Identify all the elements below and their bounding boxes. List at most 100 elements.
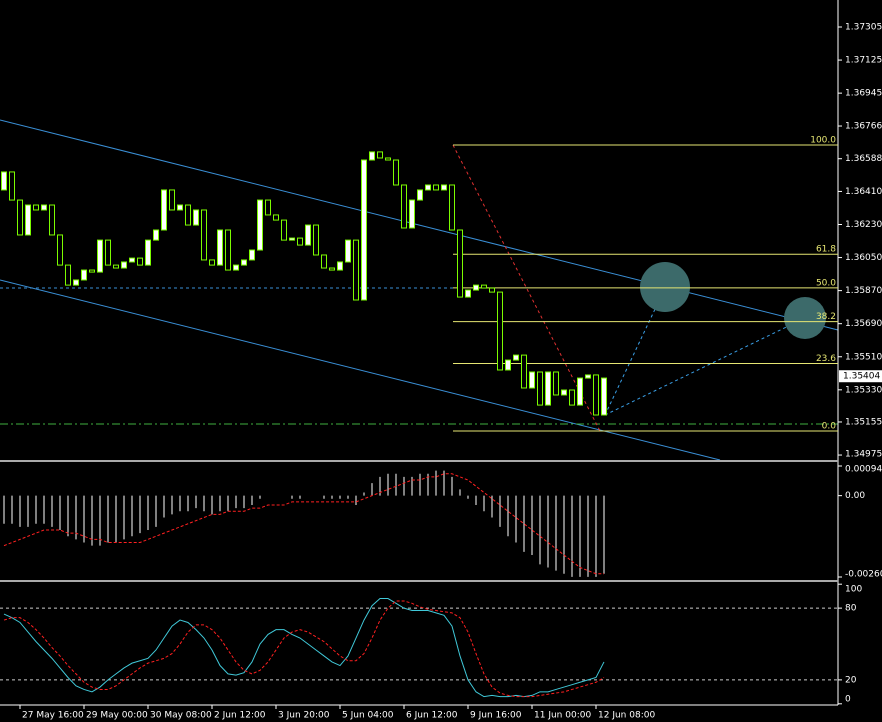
candle (529, 371, 535, 389)
candle (417, 189, 423, 201)
candle (265, 199, 271, 216)
y-tick-label: 1.35155 (845, 417, 882, 427)
candle (225, 229, 231, 271)
y-tick-label: 1.37305 (845, 23, 882, 33)
y-tick-label: 1.37125 (845, 56, 882, 66)
candle (433, 184, 439, 191)
candle (1, 171, 7, 191)
candle (129, 257, 135, 263)
candle (121, 261, 127, 269)
y-tick-label: 1.36588 (845, 154, 882, 164)
y-tick-label: 1.36945 (845, 89, 882, 99)
candle (305, 224, 311, 246)
candle (489, 287, 495, 293)
candle (369, 151, 375, 161)
candle (177, 204, 183, 211)
y-tick-label: -0.002604 (845, 570, 882, 580)
candle (113, 264, 119, 269)
price-box (839, 370, 882, 383)
x-tick-label: 2 Jun 12:00 (214, 711, 266, 721)
candle (169, 189, 175, 211)
candle (241, 259, 247, 266)
x-tick-label: 12 Jun 08:00 (598, 711, 655, 721)
x-tick-label: 11 Jun 00:00 (534, 711, 591, 721)
candle (321, 254, 327, 269)
candle (385, 157, 391, 161)
candle (161, 189, 167, 231)
candle (289, 237, 295, 241)
y-tick-label: 1.34975 (845, 450, 882, 460)
y-tick-label: 20 (845, 675, 857, 685)
candle (569, 389, 575, 406)
projection (604, 317, 806, 416)
candle (257, 199, 263, 251)
target-circle (640, 262, 690, 312)
candle (185, 204, 191, 226)
candle (545, 371, 551, 406)
candle (65, 264, 71, 286)
fib-label: 100.0 (810, 135, 836, 145)
y-tick-label: 1.35330 (845, 385, 882, 395)
indicator-line (3, 600, 605, 698)
candle (345, 239, 351, 263)
candle (97, 239, 103, 273)
candle (105, 239, 111, 266)
x-tick-label: 27 May 16:00 (22, 711, 84, 721)
candle (537, 371, 543, 406)
candle (249, 249, 255, 261)
candle (513, 354, 519, 361)
y-tick-label: 1.35510 (845, 352, 882, 362)
candle (49, 204, 55, 236)
candle (393, 159, 399, 186)
candle (145, 239, 151, 266)
candle (553, 371, 559, 396)
y-tick-label: 1.36230 (845, 220, 882, 230)
fib-label: 38.2 (816, 312, 836, 322)
indicator-line (3, 473, 604, 575)
candle (481, 284, 487, 289)
x-tick-label: 6 Jun 12:00 (406, 711, 458, 721)
candle (449, 184, 455, 231)
candle (137, 257, 143, 266)
candle (73, 279, 79, 286)
candle (425, 184, 431, 191)
y-tick-label: 1.36766 (845, 122, 882, 132)
y-tick-label: 1.35870 (845, 286, 882, 296)
y-tick-label: 1.36050 (845, 253, 882, 263)
candle (601, 377, 607, 416)
candle (505, 359, 511, 371)
drawings (0, 119, 839, 461)
x-tick-label: 29 May 00:00 (86, 711, 148, 721)
candle (409, 199, 415, 229)
y-tick-label: 80 (845, 604, 857, 614)
candle (377, 151, 383, 159)
candle (217, 229, 223, 266)
candle (577, 377, 583, 406)
candle (473, 284, 479, 291)
candle (41, 204, 47, 211)
candle (593, 374, 599, 416)
y-tick-label: 0.000949 (845, 465, 882, 475)
x-tick-label: 9 Jun 16:00 (470, 711, 522, 721)
y-tick-label: 0.00 (845, 491, 865, 501)
channel-upper (0, 119, 839, 331)
candle (441, 184, 447, 191)
candle (297, 237, 303, 246)
indicator-line (3, 598, 605, 698)
target-circle (784, 297, 826, 339)
candle (329, 267, 335, 271)
candle (361, 159, 367, 301)
candle (561, 389, 567, 396)
candle (201, 209, 207, 261)
current-price: 1.35404 (843, 372, 880, 382)
candle (81, 269, 87, 281)
candle (89, 269, 95, 273)
y-tick-label: 100 (845, 585, 862, 595)
candle (457, 229, 463, 298)
candle (313, 224, 319, 256)
candle (193, 209, 199, 226)
candle (33, 204, 39, 211)
y-tick-label: 1.35690 (845, 319, 882, 329)
